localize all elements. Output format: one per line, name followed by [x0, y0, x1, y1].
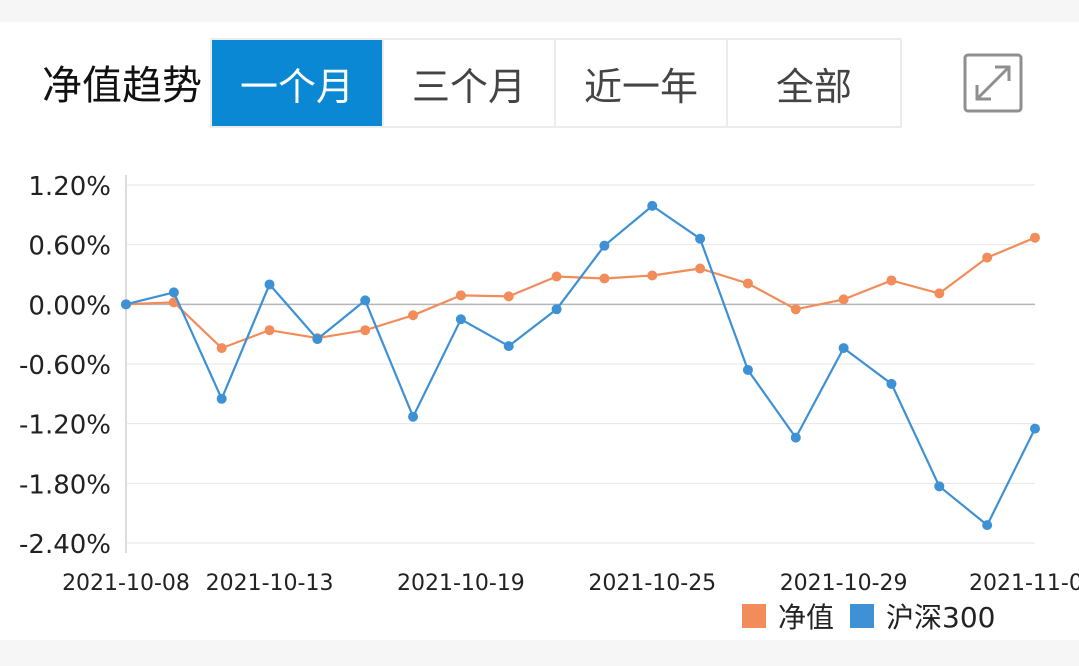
data-point-index	[264, 279, 275, 290]
x-tick-label: 2021-10-29	[780, 571, 908, 596]
data-point-index	[599, 240, 610, 251]
data-point-index	[934, 481, 945, 492]
data-point-index	[408, 411, 419, 422]
y-tick-label: 0.60%	[28, 232, 111, 262]
series-line-index	[125, 204, 1036, 527]
data-point-index	[838, 343, 849, 354]
data-point-nav	[647, 270, 658, 281]
data-point-index	[455, 314, 466, 325]
data-point-index	[551, 304, 562, 315]
data-point-index	[982, 520, 993, 531]
x-tick-label: 2021-10-19	[397, 571, 525, 596]
data-point-index	[121, 299, 131, 310]
data-point-nav	[599, 273, 610, 284]
bottom-divider	[0, 640, 1079, 666]
y-tick-label: 1.20%	[28, 172, 111, 202]
legend-label-index: 沪深300	[886, 601, 996, 634]
x-tick-label: 2021-10-13	[206, 571, 334, 596]
data-point-nav	[790, 304, 801, 315]
data-point-nav	[934, 288, 945, 299]
data-point-nav	[551, 271, 562, 282]
x-tick-label: 2021-10-08	[62, 571, 190, 596]
data-point-nav	[1030, 232, 1040, 243]
expand-icon	[963, 53, 1023, 113]
data-point-index	[886, 378, 897, 389]
data-point-index	[1030, 423, 1040, 434]
data-point-nav	[360, 325, 371, 336]
data-point-index	[647, 200, 658, 211]
expand-button[interactable]	[963, 53, 1023, 113]
data-point-nav	[742, 278, 753, 289]
data-point-nav	[838, 294, 849, 305]
legend-label-nav: 净值	[778, 601, 835, 634]
data-point-index	[503, 341, 514, 352]
line-chart: 1.20% 0.60% 0.00% -0.60% -1.20% -1.80% -2.40% 2…	[19, 172, 1079, 596]
data-point-nav	[886, 275, 897, 286]
data-point-index	[312, 334, 323, 345]
y-tick-label: -1.80%	[19, 470, 111, 500]
tab-all[interactable]: 全部	[728, 40, 900, 126]
tab-three-months[interactable]: 三个月	[384, 40, 556, 126]
x-tick-label: 2021-11-0	[969, 571, 1079, 596]
data-point-index	[360, 295, 371, 306]
data-point-nav	[216, 343, 227, 354]
y-tick-label: -1.20%	[19, 411, 111, 441]
data-point-nav	[982, 252, 993, 263]
data-point-nav	[695, 263, 706, 274]
data-point-nav	[455, 290, 466, 301]
tab-one-year[interactable]: 近一年	[556, 40, 728, 126]
data-point-index	[168, 287, 179, 298]
y-tick-label: 0.00%	[28, 291, 111, 321]
data-point-nav	[408, 310, 419, 321]
series-line-nav	[125, 236, 1036, 350]
legend-item-nav[interactable]: 净值	[742, 596, 834, 636]
legend-swatch-nav	[742, 604, 766, 628]
y-tick-label: -2.40%	[19, 530, 111, 560]
data-point-nav	[503, 291, 514, 302]
y-tick-label: -0.60%	[19, 351, 111, 381]
data-point-index	[216, 393, 227, 404]
top-divider	[0, 0, 1079, 22]
data-point-index	[742, 364, 753, 375]
legend-item-index[interactable]: 沪深300	[850, 596, 995, 636]
page-title: 净值趋势	[42, 63, 202, 109]
data-point-index	[695, 233, 706, 244]
chart-legend: 净值 沪深300	[742, 596, 1001, 636]
tab-one-month[interactable]: 一个月	[212, 40, 384, 126]
period-tabs: 一个月 三个月 近一年 全部	[210, 38, 902, 128]
data-point-index	[790, 432, 801, 443]
data-point-nav	[264, 325, 275, 336]
legend-swatch-index	[850, 604, 875, 628]
x-tick-label: 2021-10-25	[588, 571, 716, 596]
